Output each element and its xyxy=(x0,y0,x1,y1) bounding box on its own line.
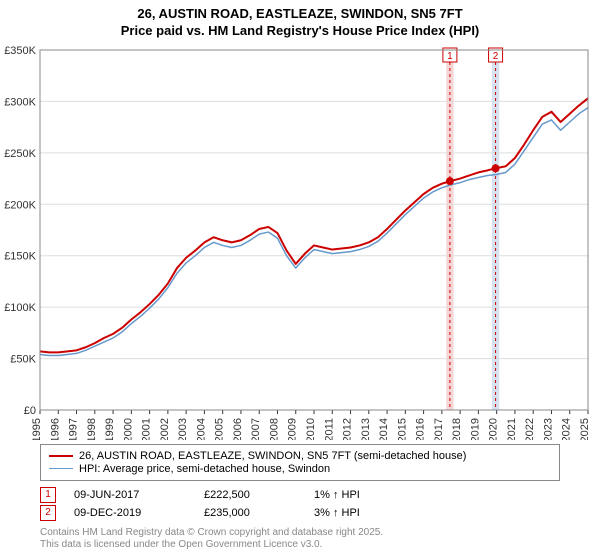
marker-price: £235,000 xyxy=(204,507,314,519)
markers-table: 1 09-JUN-2017£222,5001% ↑ HPI 2 09-DEC-2019… xyxy=(40,487,560,521)
svg-text:2023: 2023 xyxy=(542,418,554,440)
chart-title: 26, AUSTIN ROAD, EASTLEAZE, SWINDON, SN5… xyxy=(0,0,600,40)
svg-text:2006: 2006 xyxy=(232,418,244,440)
svg-text:2008: 2008 xyxy=(268,418,280,440)
marker-badge: 2 xyxy=(40,505,56,521)
svg-text:2012: 2012 xyxy=(342,418,354,440)
svg-text:2001: 2001 xyxy=(141,418,153,440)
svg-text:1998: 1998 xyxy=(86,418,98,440)
legend-item: HPI: Average price, semi-detached house,… xyxy=(49,463,551,475)
svg-text:£150K: £150K xyxy=(4,250,36,262)
svg-text:2018: 2018 xyxy=(451,418,463,440)
svg-text:2015: 2015 xyxy=(396,418,408,440)
marker-delta: 1% ↑ HPI xyxy=(314,489,360,501)
marker-price: £222,500 xyxy=(204,489,314,501)
footer-line-1: Contains HM Land Registry data © Crown c… xyxy=(40,527,560,540)
legend-label: HPI: Average price, semi-detached house,… xyxy=(79,463,330,475)
marker-row: 2 09-DEC-2019£235,0003% ↑ HPI xyxy=(40,505,560,521)
svg-text:2004: 2004 xyxy=(195,418,207,440)
svg-text:1996: 1996 xyxy=(49,418,61,440)
svg-text:£200K: £200K xyxy=(4,199,36,211)
svg-text:£100K: £100K xyxy=(4,302,36,314)
marker-row: 1 09-JUN-2017£222,5001% ↑ HPI xyxy=(40,487,560,503)
svg-text:2013: 2013 xyxy=(360,418,372,440)
chart-area: £0 £50K £100K £150K £200K £250K £300K £350K 1995… xyxy=(0,40,600,440)
marker-date: 09-JUN-2017 xyxy=(74,489,204,501)
svg-text:2: 2 xyxy=(493,51,499,62)
marker-date: 09-DEC-2019 xyxy=(74,507,204,519)
legend-item: 26, AUSTIN ROAD, EASTLEAZE, SWINDON, SN5… xyxy=(49,450,551,462)
marker-delta: 3% ↑ HPI xyxy=(314,507,360,519)
svg-text:2019: 2019 xyxy=(469,418,481,440)
footer-line-2: This data is licensed under the Open Gov… xyxy=(40,539,560,552)
svg-text:1999: 1999 xyxy=(104,418,116,440)
svg-text:£50K: £50K xyxy=(10,353,36,365)
svg-text:2014: 2014 xyxy=(378,418,390,440)
title-line-1: 26, AUSTIN ROAD, EASTLEAZE, SWINDON, SN5… xyxy=(0,6,600,23)
svg-text:2005: 2005 xyxy=(214,418,226,440)
svg-text:1997: 1997 xyxy=(68,418,80,440)
line-chart-svg: £0 £50K £100K £150K £200K £250K £300K £350K 1995… xyxy=(0,40,600,440)
svg-text:2016: 2016 xyxy=(415,418,427,440)
marker-badge: 1 xyxy=(40,487,56,503)
legend-swatch xyxy=(49,468,73,469)
svg-text:2020: 2020 xyxy=(488,418,500,440)
legend-label: 26, AUSTIN ROAD, EASTLEAZE, SWINDON, SN5… xyxy=(79,450,466,462)
legend-swatch xyxy=(49,455,73,457)
svg-text:2007: 2007 xyxy=(250,418,262,440)
svg-text:2024: 2024 xyxy=(561,418,573,440)
svg-text:2002: 2002 xyxy=(159,418,171,440)
svg-text:2003: 2003 xyxy=(177,418,189,440)
svg-text:2021: 2021 xyxy=(506,418,518,440)
svg-text:2011: 2011 xyxy=(323,418,335,440)
legend: 26, AUSTIN ROAD, EASTLEAZE, SWINDON, SN5… xyxy=(40,444,560,481)
title-line-2: Price paid vs. HM Land Registry's House … xyxy=(0,23,600,40)
footer-attribution: Contains HM Land Registry data © Crown c… xyxy=(40,527,560,552)
svg-text:£0: £0 xyxy=(24,405,36,417)
svg-text:2017: 2017 xyxy=(433,418,445,440)
svg-text:£250K: £250K xyxy=(4,148,36,160)
svg-text:2022: 2022 xyxy=(524,418,536,440)
svg-text:£300K: £300K xyxy=(4,96,36,108)
svg-text:1995: 1995 xyxy=(31,418,43,440)
svg-text:2009: 2009 xyxy=(287,418,299,440)
svg-text:1: 1 xyxy=(447,51,453,62)
svg-text:£350K: £350K xyxy=(4,45,36,57)
svg-text:2010: 2010 xyxy=(305,418,317,440)
svg-text:2000: 2000 xyxy=(122,418,134,440)
svg-text:2025: 2025 xyxy=(579,418,591,440)
